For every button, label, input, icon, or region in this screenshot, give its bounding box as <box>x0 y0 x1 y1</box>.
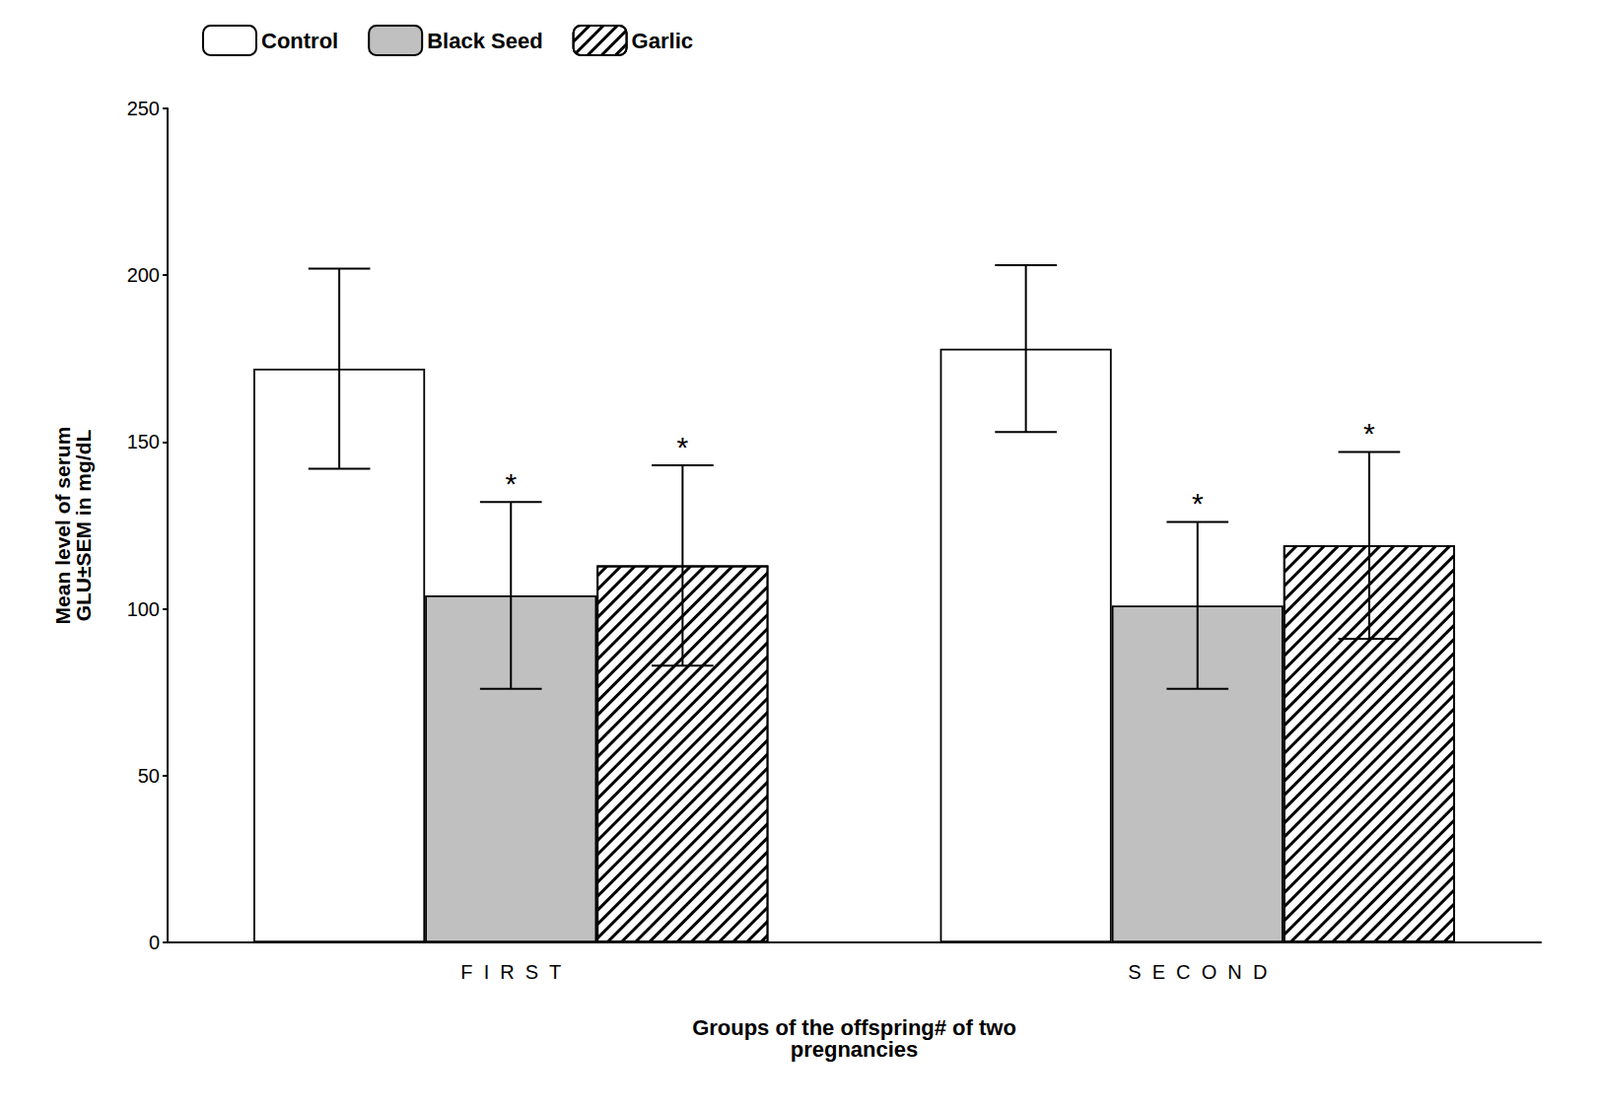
svg-text:Mean level of serum: Mean level of serum <box>51 426 74 626</box>
svg-text:pregnancies: pregnancies <box>790 1037 919 1062</box>
svg-text:200: 200 <box>127 264 160 286</box>
svg-text:S E C O N D: S E C O N D <box>1127 961 1267 983</box>
svg-text:Black Seed: Black Seed <box>426 28 543 54</box>
svg-text:Groups of the offspring# of tw: Groups of the offspring# of two <box>692 1014 1017 1040</box>
svg-text:100: 100 <box>127 598 160 621</box>
svg-text:50: 50 <box>138 765 160 787</box>
svg-text:F I R S T: F I R S T <box>460 961 561 983</box>
svg-text:250: 250 <box>127 97 160 120</box>
svg-text:150: 150 <box>127 430 160 453</box>
svg-text:*: * <box>504 467 517 500</box>
svg-text:Garlic: Garlic <box>631 28 694 54</box>
svg-text:*: * <box>1363 417 1376 450</box>
svg-text:*: * <box>1191 486 1204 520</box>
svg-text:0: 0 <box>148 931 160 954</box>
svg-text:GLU±SEM in mg/dL: GLU±SEM in mg/dL <box>71 428 95 622</box>
svg-text:*: * <box>677 430 690 464</box>
svg-text:Control: Control <box>261 28 339 54</box>
